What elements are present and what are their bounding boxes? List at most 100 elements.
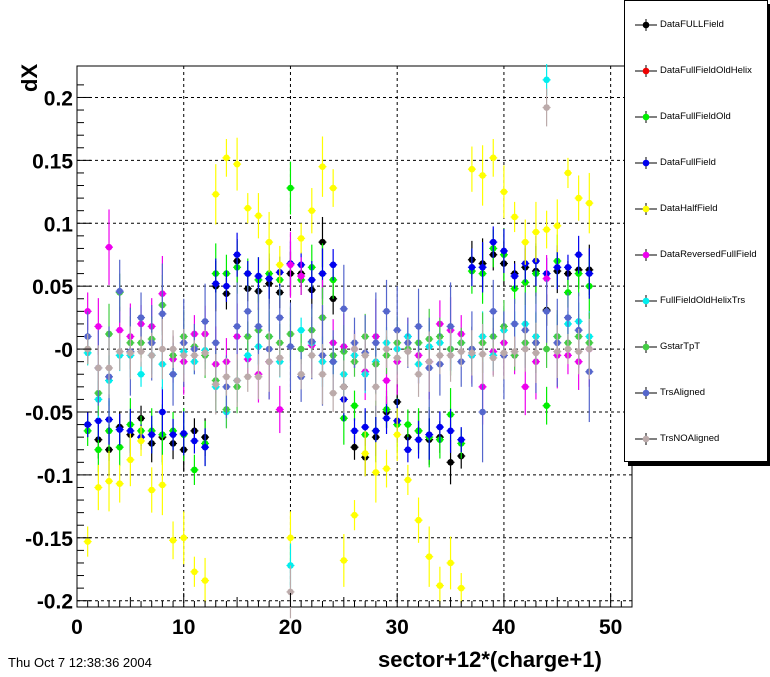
- marker: [95, 364, 102, 372]
- legend-box: DataFULLField DataFullFieldOldHelix DataFu…: [624, 0, 768, 462]
- marker: [84, 421, 91, 428]
- data-point: [382, 449, 391, 488]
- marker: [105, 477, 113, 485]
- data-point: [489, 339, 498, 377]
- marker: [116, 326, 123, 334]
- marker: [393, 326, 401, 334]
- marker: [169, 370, 177, 378]
- marker: [255, 323, 262, 330]
- marker: [169, 345, 177, 353]
- marker: [351, 511, 358, 519]
- marker: [137, 437, 145, 445]
- marker: [287, 343, 294, 350]
- data-point: [233, 232, 242, 277]
- marker: [308, 207, 316, 214]
- data-point: [318, 216, 327, 268]
- marker: [372, 469, 380, 476]
- data-point: [137, 425, 146, 457]
- data-point: [339, 360, 348, 414]
- marker: [415, 323, 422, 330]
- data-point: [307, 261, 316, 299]
- data-point: [457, 336, 466, 367]
- data-point: [521, 326, 530, 372]
- data-point: [425, 526, 434, 587]
- marker: [308, 276, 316, 284]
- legend-label: GstarTpT: [660, 341, 701, 352]
- data-point: [553, 325, 562, 379]
- marker: [532, 349, 540, 357]
- marker: [244, 352, 252, 359]
- y-tick-label: 0.05: [32, 276, 73, 299]
- data-point: [115, 332, 124, 371]
- legend-marker: [635, 111, 657, 123]
- data-point: [414, 351, 423, 397]
- marker: [586, 199, 593, 207]
- data-point: [467, 146, 476, 192]
- marker: [137, 370, 145, 378]
- marker: [95, 446, 102, 454]
- data-point: [297, 359, 306, 390]
- x-tick-label: 40: [492, 616, 515, 639]
- marker: [329, 358, 337, 365]
- marker: [287, 588, 294, 596]
- marker: [415, 516, 422, 524]
- marker: [543, 345, 550, 353]
- data-point: [393, 331, 402, 385]
- data-point: [563, 254, 572, 280]
- data-point: [329, 169, 338, 207]
- legend-marker: [635, 249, 657, 261]
- data-point: [382, 330, 391, 368]
- marker: [521, 279, 529, 286]
- marker: [223, 154, 230, 162]
- marker: [255, 272, 262, 280]
- marker: [287, 534, 294, 542]
- marker: [212, 339, 220, 347]
- data-point: [382, 402, 391, 435]
- marker: [297, 345, 305, 353]
- data-point: [126, 326, 135, 380]
- marker: [276, 314, 284, 321]
- marker: [425, 553, 433, 560]
- marker: [116, 287, 123, 295]
- marker: [361, 352, 369, 359]
- marker: [586, 345, 593, 353]
- data-point: [446, 328, 455, 382]
- y-tick-label: -0.1: [37, 465, 74, 488]
- data-point: [403, 464, 412, 496]
- marker: [564, 345, 572, 353]
- data-point: [275, 286, 284, 350]
- marker: [244, 204, 252, 212]
- data-point: [318, 136, 327, 197]
- data-point: [339, 264, 348, 353]
- legend-marker: [635, 19, 657, 31]
- data-point: [329, 249, 338, 281]
- marker: [404, 348, 412, 355]
- data-point: [254, 257, 263, 295]
- marker: [212, 191, 220, 198]
- data-point: [489, 226, 498, 258]
- data-point: [446, 536, 455, 590]
- marker: [329, 389, 337, 397]
- data-point: [510, 201, 519, 233]
- marker: [351, 345, 358, 353]
- marker: [116, 480, 123, 488]
- marker: [521, 383, 529, 391]
- marker: [201, 318, 209, 325]
- marker: [489, 354, 497, 362]
- data-point: [297, 223, 306, 254]
- marker: [575, 194, 582, 202]
- marker: [265, 358, 273, 365]
- legend-marker: [635, 295, 657, 307]
- legend-marker: [635, 387, 657, 399]
- marker: [255, 212, 262, 220]
- marker: [223, 282, 230, 290]
- marker: [351, 427, 358, 435]
- legend-marker: [635, 433, 657, 445]
- data-point: [94, 345, 103, 391]
- marker: [447, 459, 454, 466]
- data-point: [115, 413, 124, 446]
- marker: [244, 308, 252, 315]
- marker: [137, 348, 145, 355]
- legend-entry: TrsAligned: [625, 383, 767, 403]
